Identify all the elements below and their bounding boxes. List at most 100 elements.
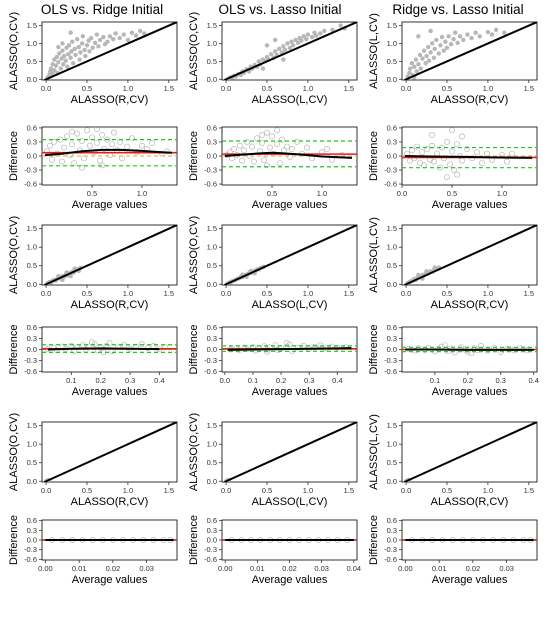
y-tick-label: -0.6 [24,555,37,564]
data-point [56,44,61,50]
smooth-trend-line [404,155,533,159]
data-point [409,147,415,154]
x-axis-label: ALASSO(L,CV) [252,496,328,508]
y-tick-label: 1.0 [27,243,37,252]
data-point [284,143,290,150]
data-point [444,45,450,50]
data-point [78,50,83,55]
data-point [294,344,301,351]
x-axis-label: Average values [252,199,328,211]
data-point [87,49,92,54]
y-tick-label: -0.3 [204,545,217,554]
data-point [464,146,470,152]
data-point [294,139,300,145]
data-point [469,35,474,41]
x-tick-label: 0.3 [304,376,314,385]
x-tick-label: 1.5 [344,486,354,495]
y-tick-label: 1.5 [27,421,37,430]
x-tick-label: 0.5 [262,84,272,93]
y-tick-label: 0.0 [387,152,397,161]
y-tick-label: -0.3 [384,545,397,554]
data-point [83,53,88,59]
data-point [423,60,428,66]
x-axis-label: Average values [432,574,508,586]
y-tick-label: -0.3 [204,166,217,175]
data-point [421,48,427,53]
data-point [277,160,283,166]
data-point [432,46,437,52]
data-point [413,57,419,62]
data-point [457,34,463,39]
x-axis-label: ALASSO(R,CV) [431,94,509,106]
data-point [73,52,78,58]
data-point [322,28,327,34]
y-tick-label: 0.5 [387,57,397,66]
y-tick-label: -0.6 [24,367,37,376]
data-point [438,43,443,48]
data-point [259,132,265,138]
data-point [272,49,278,54]
data-point [428,50,433,55]
y-tick-label: 1.5 [387,224,397,233]
data-point [70,60,76,66]
data-point [125,37,131,43]
data-point [282,47,288,53]
x-axis-label: ALASSO(R,CV) [71,299,149,311]
data-point [430,41,435,46]
data-point [504,158,510,165]
data-point [478,342,484,349]
x-axis-label: Average values [72,199,148,211]
y-tick-label: 0.0 [27,536,37,545]
data-point [414,69,419,74]
data-point [60,41,65,46]
y-tick-label: -0.6 [24,180,37,189]
data-point [92,40,98,45]
data-point [129,135,135,142]
y-axis-label: ALASSO(O,CV) [188,12,200,90]
y-axis-label: ALASSO(O,CV) [8,12,20,90]
data-point [465,32,470,37]
data-point [446,34,451,39]
data-point [454,141,460,148]
data-point [428,28,433,34]
smooth-trend-line [44,148,173,157]
x-tick-label: 0.5 [442,84,452,93]
x-tick-label: 0.1 [248,376,258,385]
x-tick-label: 1.0 [123,289,133,298]
data-point [267,144,273,151]
y-tick-label: 0.3 [207,334,217,343]
data-point [68,30,73,35]
y-axis-label: Difference [188,325,200,375]
x-tick-label: 0.0 [221,84,231,93]
y-tick-label: -0.3 [384,356,397,365]
data-point [444,139,450,145]
data-point [455,40,460,45]
y-axis-label: Difference [188,131,200,181]
data-point [84,127,90,134]
y-tick-label: 0.0 [387,477,397,486]
data-point [138,341,145,348]
y-axis-label: ALASSO(L,CV) [368,217,380,293]
y-axis-label: Difference [8,325,20,375]
x-tick-label: 0.0 [41,486,51,495]
x-tick-label: 0.0 [401,289,411,298]
data-point [149,139,155,146]
data-point [304,36,309,42]
y-tick-label: 1.0 [27,39,37,48]
y-tick-label: 0.6 [207,323,217,332]
data-point [289,146,295,152]
x-tick-label: 0.5 [262,289,272,298]
x-tick-label: 1.5 [344,289,354,298]
identity-line [44,22,177,80]
y-tick-label: 1.5 [27,21,37,30]
data-point [409,60,415,66]
data-point [479,160,485,166]
data-point [69,49,74,54]
y-tick-label: -0.6 [204,180,217,189]
x-tick-label: 1.0 [483,84,493,93]
data-point [60,48,65,53]
x-tick-label: 0.5 [82,84,92,93]
x-axis-label: Average values [252,574,328,586]
y-tick-label: 0.0 [27,345,37,354]
data-point [424,269,429,274]
